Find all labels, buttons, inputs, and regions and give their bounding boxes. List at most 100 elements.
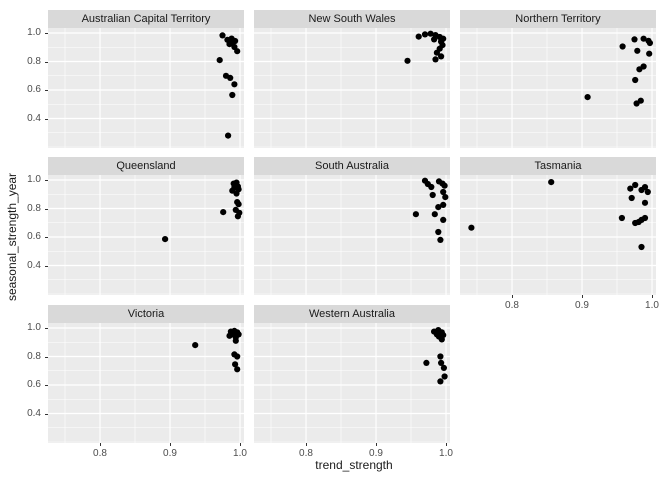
facet-title: Victoria <box>127 308 165 320</box>
x-tick-label: 0.8 <box>299 448 313 459</box>
scatter-point <box>427 30 434 37</box>
scatter-point <box>226 41 233 48</box>
scatter-point <box>437 378 444 385</box>
facet-title: Northern Territory <box>515 13 601 25</box>
scatter-point <box>440 188 447 196</box>
scatter-point <box>548 179 555 186</box>
y-tick-label: 1.0 <box>27 322 41 333</box>
y-tick-mark <box>45 208 48 210</box>
scatter-point <box>421 31 429 38</box>
facet-panel <box>254 175 450 295</box>
scatter-point <box>440 201 447 208</box>
facet-panel <box>48 175 244 295</box>
scatter-point <box>229 91 236 99</box>
facet-strip: Australian Capital Territory <box>48 10 244 28</box>
scatter-point <box>412 211 419 218</box>
facet-title: South Australia <box>315 160 389 172</box>
scatter-point <box>468 224 475 231</box>
scatter-point <box>644 188 651 196</box>
scatter-point <box>618 214 625 222</box>
scatter-point <box>428 183 435 191</box>
facet-title: New South Wales <box>308 13 396 25</box>
y-tick-mark <box>45 118 48 120</box>
y-tick-mark <box>45 413 48 415</box>
scatter-point <box>627 185 634 192</box>
facet-panel <box>48 28 244 148</box>
scatter-point <box>636 66 643 73</box>
scatter-point <box>233 190 240 197</box>
x-tick-mark <box>652 295 653 298</box>
scatter-point <box>638 243 645 251</box>
facet-strip: Western Australia <box>254 305 450 323</box>
scatter-point <box>634 47 641 54</box>
y-tick-label: 0.6 <box>27 84 41 95</box>
y-tick-label: 0.8 <box>27 350 41 362</box>
scatter-point <box>415 33 422 40</box>
scatter-point <box>631 36 638 43</box>
y-tick-mark <box>45 180 48 181</box>
y-tick-mark <box>45 90 48 91</box>
scatter-point <box>433 49 440 56</box>
scatter-point <box>431 36 438 43</box>
x-tick-label: 1.0 <box>439 448 453 459</box>
facet-panel <box>460 28 656 148</box>
scatter-point <box>225 132 232 139</box>
scatter-point <box>619 43 626 50</box>
x-tick-label: 1.0 <box>645 300 659 311</box>
x-tick-mark <box>100 443 101 446</box>
scatter-point <box>641 214 649 222</box>
scatter-point <box>632 181 639 189</box>
scatter-point <box>442 194 449 201</box>
scatter-point <box>216 57 223 64</box>
scatter-point <box>640 35 647 42</box>
scatter-point <box>441 373 448 380</box>
x-tick-mark <box>376 443 377 446</box>
x-tick-mark <box>170 443 171 446</box>
scatter-point <box>641 199 649 206</box>
y-tick-label: 1.0 <box>27 27 41 38</box>
scatter-point <box>232 337 239 344</box>
x-tick-label: 0.9 <box>575 300 589 311</box>
scatter-point <box>438 359 445 366</box>
x-tick-mark <box>240 443 241 446</box>
scatter-point <box>438 53 445 60</box>
facet-strip: Northern Territory <box>460 10 656 28</box>
scatter-point <box>231 81 238 88</box>
x-tick-label: 0.8 <box>505 300 519 311</box>
facet-panel <box>254 323 450 443</box>
x-tick-mark <box>446 443 447 446</box>
scatter-point <box>232 37 239 45</box>
facet-title: Tasmania <box>534 160 582 172</box>
scatter-point <box>226 332 233 339</box>
scatter-point <box>192 342 199 349</box>
y-tick-label: 1.0 <box>27 174 41 185</box>
scatter-point <box>232 361 239 368</box>
x-tick-label: 0.9 <box>369 448 383 459</box>
scatter-point <box>437 236 444 243</box>
facet-strip: South Australia <box>254 157 450 175</box>
scatter-point <box>234 48 241 55</box>
scatter-point <box>234 213 241 220</box>
scatter-point <box>440 364 447 371</box>
scatter-point <box>641 184 649 191</box>
scatter-point <box>404 57 411 64</box>
scatter-point <box>441 182 448 189</box>
facet-strip: Queensland <box>48 157 244 175</box>
scatter-point <box>220 209 227 216</box>
x-tick-mark <box>512 295 513 298</box>
facet-strip: Tasmania <box>460 157 656 175</box>
facet-strip: Victoria <box>48 305 244 323</box>
facet-panel <box>48 323 244 443</box>
facet-panel <box>460 175 656 295</box>
y-tick-label: 0.4 <box>27 259 41 271</box>
y-tick-label: 0.6 <box>27 231 41 242</box>
scatter-point <box>628 194 635 202</box>
x-tick-label: 0.8 <box>93 448 107 459</box>
scatter-point <box>162 236 169 243</box>
y-tick-mark <box>45 385 48 386</box>
x-tick-label: 0.9 <box>163 448 177 459</box>
x-axis-title: trend_strength <box>315 458 393 472</box>
y-tick-label: 0.4 <box>27 407 41 419</box>
scatter-point <box>646 39 653 47</box>
